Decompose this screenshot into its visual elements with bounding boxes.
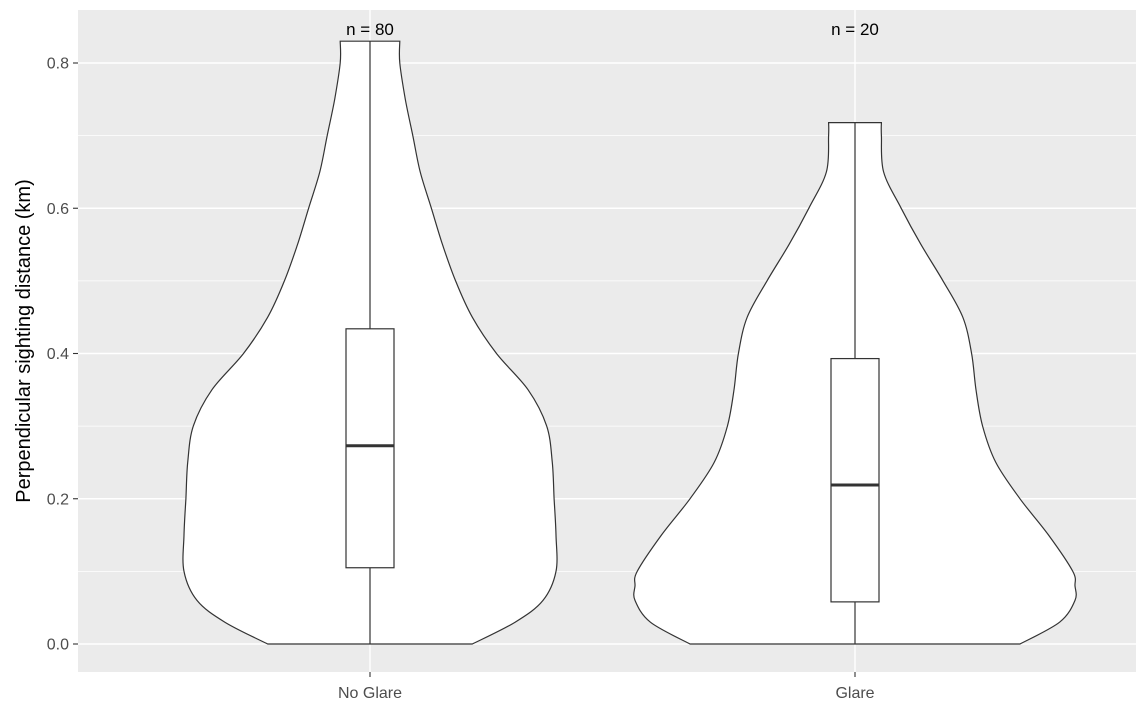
n-count-label: n = 80: [346, 20, 394, 39]
y-tick-label: 0.4: [47, 346, 69, 363]
y-tick-label: 0.2: [47, 491, 69, 508]
axes: 0.0 0.2 0.4 0.6 0.8 No Glare Glare: [47, 56, 875, 703]
n-count-label: n = 20: [831, 20, 879, 39]
iqr-box: [830, 357, 880, 603]
y-tick-label: 0.8: [47, 56, 69, 73]
y-axis-label: Perpendicular sighting distance (km): [13, 179, 35, 503]
group-count-labels: n = 80 n = 20: [346, 20, 879, 39]
iqr-box: [345, 328, 395, 569]
y-tick-label: 0.6: [47, 201, 69, 218]
y-tick-label: 0.0: [47, 637, 69, 654]
x-tick-label: Glare: [835, 685, 874, 702]
x-tick-label: No Glare: [338, 685, 402, 702]
boxplots: [345, 41, 880, 644]
